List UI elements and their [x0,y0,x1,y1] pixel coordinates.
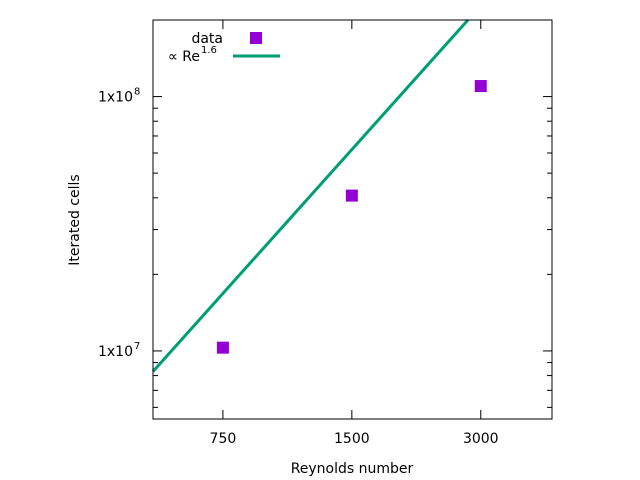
fit-line [151,18,470,373]
legend: data ∝ Re 1.6 [168,31,280,65]
x-axis-label: Reynolds number [291,461,414,477]
legend-point-sample [250,32,262,44]
legend-label: data [191,31,223,47]
x-tick-label: 750 [210,431,237,447]
ticks-layer [153,20,552,419]
series-layer [151,18,487,373]
data-point [474,80,487,93]
y-tick-label-exponent: 8 [134,87,140,98]
legend-label-exponent: 1.6 [201,45,217,56]
x-tick-label: 3000 [463,431,499,447]
plot-frame [152,19,553,420]
y-tick-label: 1x10 [98,90,133,106]
y-tick-label: 1x10 [98,344,133,360]
legend-label: ∝ Re [168,49,200,65]
labels-layer: Reynolds number Iterated cells 750 1500 30… [67,87,499,477]
y-tick-label-exponent: 7 [134,341,140,352]
data-point [216,341,229,354]
y-axis-label: Iterated cells [67,174,83,265]
data-point [345,189,358,202]
x-tick-label: 1500 [334,431,370,447]
